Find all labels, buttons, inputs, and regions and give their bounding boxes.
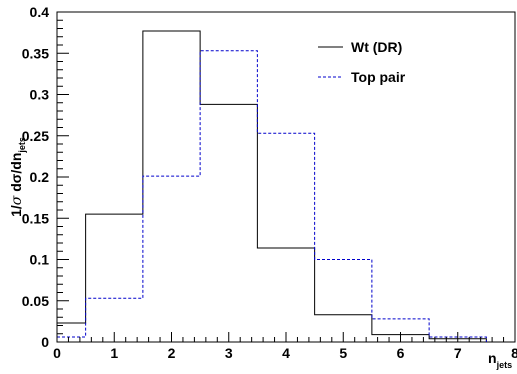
- y-tick-label: 0.35: [22, 45, 49, 61]
- y-tick-label: 0.4: [30, 4, 50, 20]
- y-tick-label: 0.2: [30, 169, 50, 185]
- y-axis-title: 1/σ dσ/dnjets: [8, 137, 27, 217]
- series-line-wt-dr: [57, 30, 487, 342]
- y-axis: 0 0.05 0.1 0.15 0.2 0.25 0.3 0.35 0.4: [22, 4, 69, 350]
- y-tick-label: 0.05: [22, 293, 49, 309]
- x-axis: 0 1 2 3 4 5 6 7 8: [53, 332, 517, 361]
- x-tick-label: 5: [339, 345, 347, 361]
- plot-frame: [56, 11, 516, 343]
- legend-label-top-pair: Top pair: [351, 69, 406, 85]
- x-tick-label: 6: [397, 345, 405, 361]
- y-tick-label: 0.1: [30, 252, 50, 268]
- x-tick-label: 2: [168, 345, 176, 361]
- x-tick-label: 7: [454, 345, 462, 361]
- x-tick-label: 0: [53, 345, 61, 361]
- y-tick-label: 0.15: [22, 210, 49, 226]
- y-tick-label: 0: [41, 334, 49, 350]
- legend: Wt (DR) Top pair: [318, 39, 406, 85]
- x-axis-title: njets: [488, 350, 512, 370]
- y-tick-label: 0.25: [22, 128, 49, 144]
- legend-label-wt: Wt (DR): [351, 39, 402, 55]
- x-tick-label: 8: [511, 345, 517, 361]
- x-tick-label: 1: [110, 345, 118, 361]
- series-line-top-pair: [57, 50, 487, 342]
- x-tick-label: 4: [282, 345, 290, 361]
- x-tick-label: 3: [225, 345, 233, 361]
- y-tick-label: 0.3: [30, 87, 50, 103]
- series-layer: [57, 30, 487, 342]
